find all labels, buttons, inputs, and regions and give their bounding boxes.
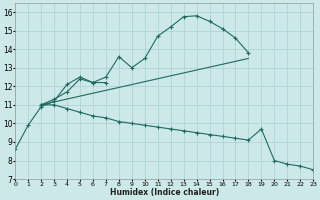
X-axis label: Humidex (Indice chaleur): Humidex (Indice chaleur) (109, 188, 219, 197)
